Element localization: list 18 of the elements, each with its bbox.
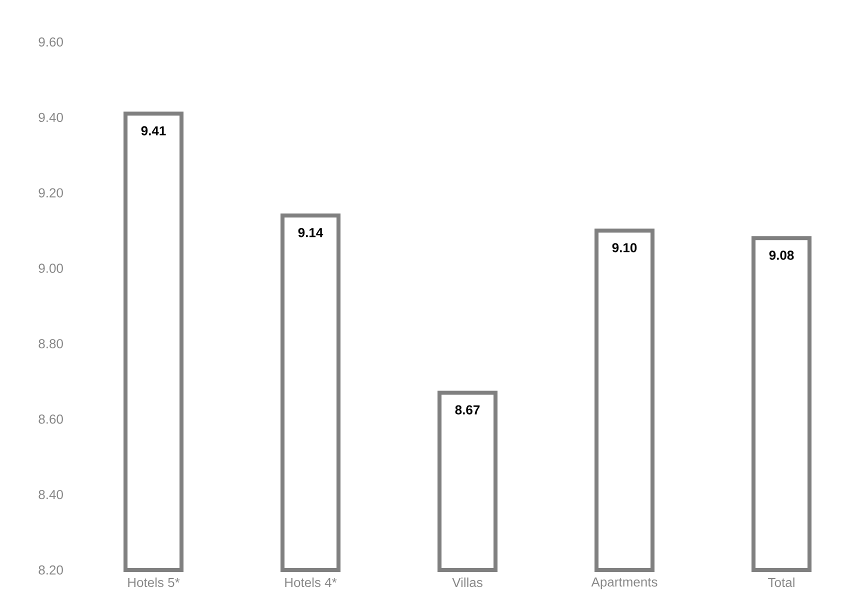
y-tick-label: 9.40 bbox=[38, 112, 63, 122]
x-tick-label: Villas bbox=[452, 578, 482, 588]
x-tick-label: Hotels 5* bbox=[128, 578, 180, 588]
x-tick-label: Hotels 4* bbox=[285, 578, 337, 588]
x-tick-label: Total bbox=[768, 578, 794, 588]
y-tick-label: 9.00 bbox=[38, 264, 63, 273]
y-tick-label: 9.60 bbox=[38, 37, 63, 47]
y-tick-label: 8.40 bbox=[38, 490, 63, 500]
data-label: 9.14 bbox=[298, 228, 324, 238]
y-tick-label: 8.20 bbox=[38, 565, 63, 575]
data-label: 9.41 bbox=[141, 126, 166, 136]
y-tick-label: 9.20 bbox=[38, 188, 63, 198]
x-tick-label: Apartments bbox=[591, 578, 658, 590]
y-tick-label: 8.60 bbox=[38, 414, 63, 424]
y-tick-label: 8.80 bbox=[38, 339, 63, 348]
data-label: 9.10 bbox=[612, 243, 637, 252]
data-label: 8.67 bbox=[455, 405, 480, 414]
data-label: 9.08 bbox=[769, 250, 794, 260]
